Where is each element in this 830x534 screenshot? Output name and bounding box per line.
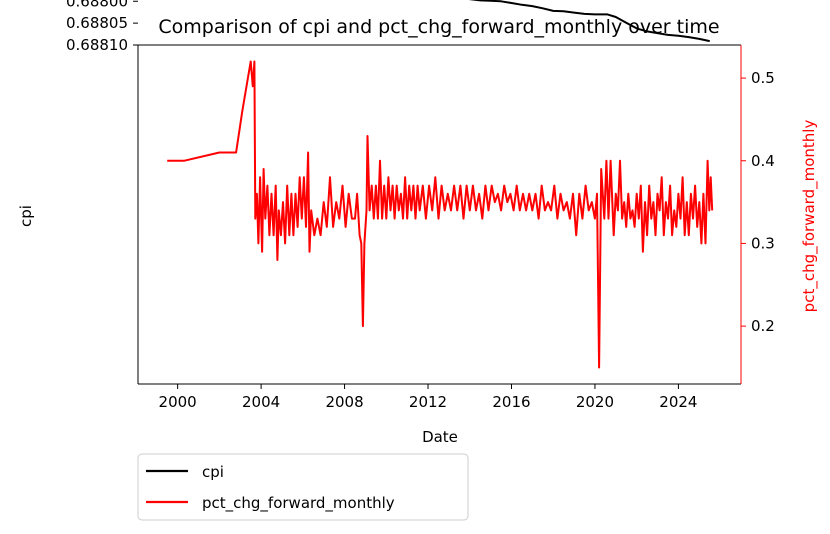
x-ticks: 2000 2004 2008 2012 2016 2020 2024 [159, 384, 697, 411]
y2-tick-label: 0.2 [751, 317, 775, 335]
legend: cpi pct_chg_forward_monthly [137, 453, 469, 521]
x-tick-label: 2004 [242, 393, 280, 411]
y2-tick-label: 0.5 [751, 69, 775, 87]
y2-tick-label: 0.4 [751, 152, 775, 170]
y-tick-label: 0.68810 [66, 36, 128, 54]
plot-lines [167, 0, 714, 369]
x-axis-label: Date [422, 428, 458, 446]
x-tick-label: 2024 [659, 393, 697, 411]
x-tick-label: 2012 [409, 393, 447, 411]
chart-title: Comparison of cpi and pct_chg_forward_mo… [158, 16, 719, 38]
y-tick-label: 0.68800 [66, 0, 128, 10]
y2-ticks: 0.2 0.3 0.4 0.5 [741, 69, 775, 335]
legend-frame [137, 453, 469, 521]
x-tick-label: 2000 [159, 393, 197, 411]
x-tick-label: 2020 [576, 393, 614, 411]
legend-label-cpi: cpi [202, 463, 224, 481]
y2-axis-label: pct_chg_forward_monthly [800, 120, 819, 313]
legend-label-pct: pct_chg_forward_monthly [202, 494, 395, 513]
x-tick-label: 2008 [325, 393, 363, 411]
y-axis-label: cpi [17, 205, 35, 227]
axes [137, 44, 742, 385]
x-tick-label: 2016 [492, 393, 530, 411]
y2-tick-label: 0.3 [751, 234, 775, 252]
y-tick-label: 0.68805 [66, 14, 128, 32]
series-line-pct [167, 60, 714, 369]
series-line-cpi [468, 0, 710, 43]
